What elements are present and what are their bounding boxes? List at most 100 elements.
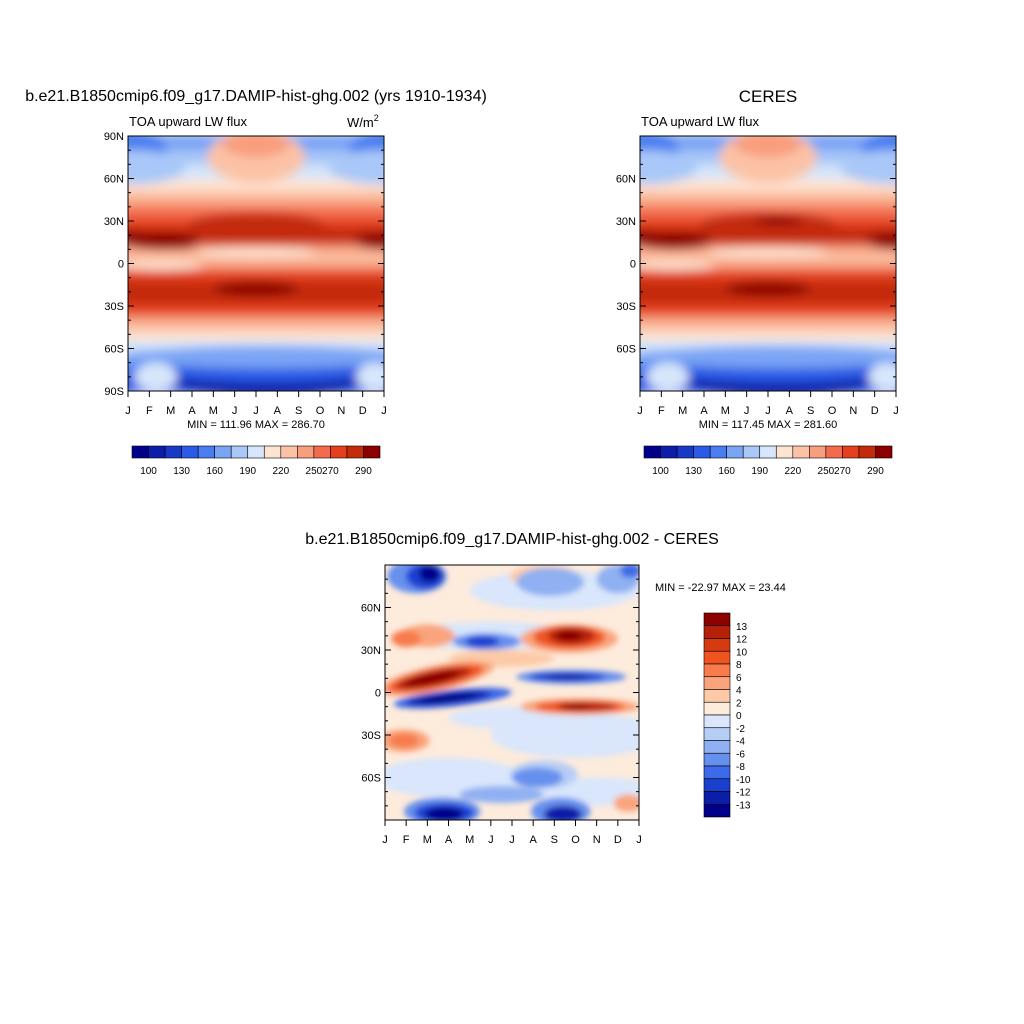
units-base: W/m — [347, 115, 374, 130]
colorbar-swatch — [703, 765, 731, 780]
y-tick-label: 0 — [630, 259, 636, 271]
x-tick-label: D — [614, 834, 622, 846]
colorbar-label: 2 — [736, 698, 742, 709]
flux-feature — [640, 345, 896, 369]
colorbar-swatch — [759, 445, 777, 459]
panel-model-subtitle: TOA upward LW flux — [129, 114, 248, 129]
flux-feature — [356, 362, 384, 391]
colorbar-swatch — [703, 752, 731, 767]
colorbar-swatch — [703, 778, 731, 792]
colorbar-swatch — [726, 445, 744, 459]
x-tick-label: J — [509, 834, 515, 846]
x-tick-label: D — [359, 405, 367, 417]
colorbar-swatch — [230, 445, 249, 459]
diff-feature — [465, 635, 500, 648]
colorbar-swatch — [263, 445, 282, 459]
colorbar-label: 10 — [736, 647, 748, 658]
diff-contours — [385, 565, 639, 820]
flux-feature — [354, 232, 384, 250]
x-tick-label: F — [658, 405, 665, 417]
flux-feature — [196, 247, 316, 257]
colorbar-swatch — [164, 445, 182, 459]
colorbar-swatch — [247, 445, 265, 459]
colorbar-swatch — [660, 445, 678, 459]
x-tick-label: O — [571, 834, 580, 846]
colorbar-label: 220 — [784, 466, 801, 477]
colorbar-swatch — [809, 445, 827, 459]
colorbar-swatch — [703, 689, 731, 703]
colorbar-label: 100 — [652, 466, 669, 477]
x-tick-label: M — [678, 405, 687, 417]
flux-feature — [753, 216, 805, 226]
colorbar-label: 220 — [272, 466, 289, 477]
diff-feature — [421, 693, 476, 704]
x-tick-label: A — [274, 405, 282, 417]
colorbar-swatch — [197, 445, 215, 459]
diff-feature — [512, 767, 563, 788]
y-tick-label: 30N — [616, 216, 636, 228]
panel-diff: b.e21.B1850cmip6.f09_g17.DAMIP-hist-ghg.… — [305, 531, 786, 846]
x-tick-label: M — [423, 834, 432, 846]
colorbar-swatch — [825, 445, 843, 459]
x-tick-label: A — [700, 405, 708, 417]
flux-feature — [733, 283, 803, 292]
heatmap-obs — [640, 136, 896, 391]
panel-model-stats: MIN = 111.96 MAX = 286.70 — [187, 419, 325, 431]
x-tick-label: S — [807, 405, 814, 417]
x-tick-label: J — [381, 405, 387, 417]
colorbar-label: -10 — [736, 775, 751, 786]
x-tick-label: A — [188, 405, 196, 417]
x-tick-label: D — [871, 405, 879, 417]
units-exponent: 2 — [374, 113, 379, 123]
colorbar-swatch — [875, 445, 893, 459]
diff-feature — [613, 794, 639, 812]
colorbar-label: -8 — [736, 762, 745, 773]
y-tick-label: 90S — [104, 386, 124, 398]
y-tick-label: 60S — [104, 344, 124, 356]
colorbar-swatch — [214, 445, 232, 459]
colorbar-swatch — [703, 638, 731, 652]
colorbar-swatch — [703, 663, 731, 678]
flux-feature — [646, 362, 690, 391]
y-tick-label: 0 — [375, 688, 381, 700]
colorbar-swatch — [742, 445, 761, 459]
diff-feature — [619, 565, 639, 578]
colorbar-swatch — [313, 445, 331, 459]
x-tick-label: N — [593, 834, 601, 846]
colorbar-label: 8 — [736, 660, 742, 671]
colorbar-swatch — [148, 445, 166, 459]
colorbar-swatch — [297, 445, 315, 459]
x-tick-label: O — [316, 405, 325, 417]
diff-feature — [404, 670, 459, 687]
flux-feature — [868, 362, 896, 391]
x-tick-label: J — [636, 834, 642, 846]
y-tick-label: 30S — [616, 301, 636, 313]
colorbar-label: -2 — [736, 724, 745, 735]
diff-feature — [425, 807, 464, 820]
colorbar-label: 270 — [322, 466, 339, 477]
x-tick-label: A — [786, 405, 794, 417]
heatmap-model — [128, 136, 384, 391]
colorbar-swatch — [346, 445, 364, 459]
colorbar-swatch — [703, 625, 731, 639]
x-tick-label: J — [253, 405, 259, 417]
panel-model-units: W/m2 — [347, 113, 379, 130]
colorbar-label: 250 — [818, 466, 835, 477]
colorbar-label: 290 — [355, 466, 372, 477]
flux-feature — [128, 262, 203, 271]
colorbar-swatch — [703, 791, 731, 805]
colorbar-swatch — [363, 445, 381, 459]
colorbar-obs: 100 130 160 190 220 250 270 290 — [643, 445, 893, 477]
panel-obs-stats: MIN = 117.45 MAX = 281.60 — [699, 419, 838, 431]
colorbar-swatch — [676, 445, 694, 459]
flux-feature — [221, 136, 291, 158]
y-tick-label: 60N — [104, 174, 124, 186]
panel-obs-title: CERES — [739, 87, 798, 106]
flux-feature — [128, 230, 150, 246]
colorbar-swatch — [775, 445, 794, 459]
colorbar-swatch — [280, 445, 298, 459]
